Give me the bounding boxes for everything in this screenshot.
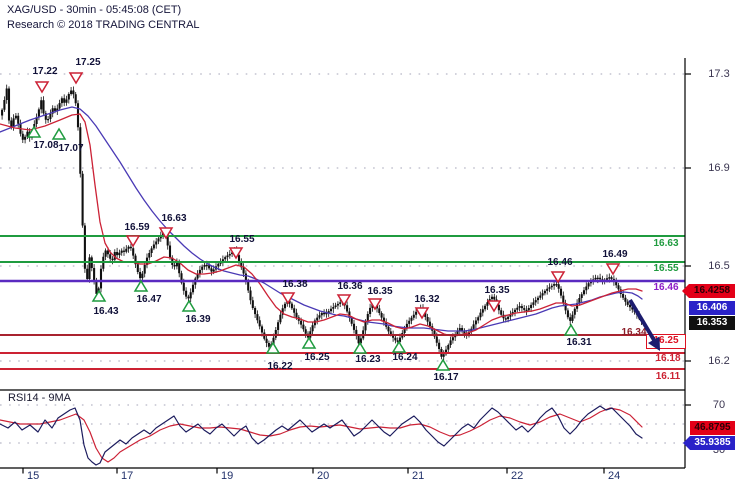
rsi-tag-value: 35.9385: [683, 436, 735, 450]
rsi-tag-ma-value: 46.8795: [690, 421, 735, 435]
price-tag-last-price: 16.353: [689, 316, 735, 330]
price-tag-blue-ma: 16.406: [689, 301, 735, 315]
price-tag-red-ma: 16.4258: [682, 284, 735, 298]
pivot-level-box: 16.25: [646, 334, 686, 349]
